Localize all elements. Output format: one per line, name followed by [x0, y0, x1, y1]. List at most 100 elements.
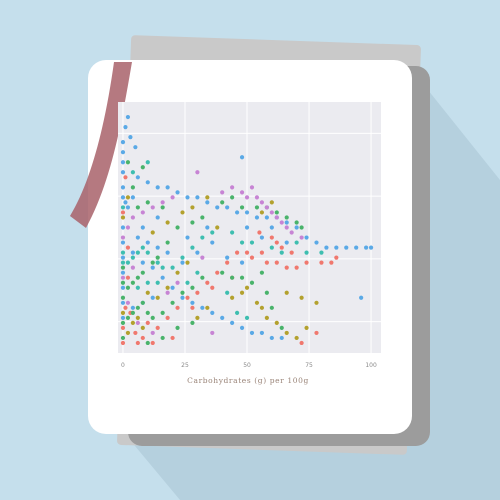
- scatter-point: [264, 205, 269, 210]
- scatter-point: [304, 260, 309, 265]
- scatter-point: [200, 235, 205, 240]
- scatter-point: [145, 340, 150, 346]
- scatter-point: [130, 215, 135, 220]
- scatter-point: [135, 340, 140, 346]
- scatter-point: [120, 320, 126, 325]
- scatter-point: [274, 210, 279, 215]
- scatter-point: [120, 315, 126, 320]
- scatter-point: [205, 200, 210, 205]
- scatter-point: [205, 225, 210, 230]
- scatter-point: [155, 295, 160, 300]
- scatter-point: [304, 325, 309, 330]
- scatter-point: [269, 335, 274, 341]
- scatter-point: [239, 205, 245, 210]
- scatter-point: [135, 235, 140, 240]
- scatter-point: [269, 200, 274, 205]
- scatter-point: [130, 185, 135, 190]
- scatter-point: [130, 265, 135, 270]
- scatter-point: [125, 225, 131, 230]
- scatter-point: [120, 150, 126, 155]
- scatter-point: [155, 245, 160, 250]
- scatter-point: [205, 195, 210, 200]
- scatter-point: [160, 275, 165, 280]
- scatter-point: [135, 320, 140, 325]
- scatter-point: [195, 290, 200, 295]
- scatter-point: [195, 250, 200, 255]
- scatter-point: [279, 220, 284, 225]
- scatter-point: [274, 260, 279, 265]
- scatter-point: [150, 330, 155, 336]
- scatter-point: [264, 315, 269, 320]
- scatter-point: [150, 260, 155, 265]
- scatter-point: [234, 250, 240, 255]
- scatter-point: [274, 240, 279, 245]
- scatter-point: [180, 260, 185, 265]
- scatter-point: [254, 205, 260, 210]
- scatter-point: [140, 300, 145, 305]
- scatter-point: [140, 325, 145, 330]
- scatter-point: [210, 285, 215, 290]
- scatter-point: [230, 230, 235, 235]
- scatter-point: [145, 280, 150, 285]
- scatter-point: [230, 320, 235, 325]
- scatter-point: [269, 235, 274, 240]
- scatter-series-5: [120, 160, 324, 320]
- scatter-point: [319, 260, 324, 265]
- scatter-point: [230, 195, 235, 200]
- scatter-point: [160, 335, 165, 341]
- scatter-point: [140, 165, 145, 170]
- scatter-point: [239, 240, 245, 245]
- scatter-point: [254, 215, 260, 220]
- scatter-point: [135, 250, 140, 255]
- scatter-point: [120, 185, 126, 190]
- scatter-point: [284, 330, 289, 336]
- scatter-point: [135, 175, 140, 180]
- scatter-point: [120, 260, 126, 265]
- scatter-point: [155, 255, 160, 260]
- scatter-point: [120, 215, 126, 220]
- scatter-point: [234, 210, 240, 215]
- scatter-point: [140, 270, 145, 275]
- scatter-point: [185, 235, 190, 240]
- scatter-point: [165, 185, 170, 190]
- scatter-point: [239, 260, 245, 265]
- scatter-point: [130, 170, 135, 175]
- scatter-point: [234, 310, 240, 315]
- scatter-point: [170, 265, 175, 270]
- scatter-point: [120, 210, 126, 215]
- scatter-point: [145, 290, 150, 295]
- scatter-point: [145, 320, 150, 325]
- scatter-point: [160, 265, 165, 270]
- scatter-point: [125, 114, 131, 120]
- scatter-point: [344, 245, 349, 250]
- scatter-point: [185, 295, 190, 300]
- scatter-point: [215, 205, 220, 210]
- scatter-point: [244, 250, 250, 255]
- scatter-point: [135, 305, 140, 310]
- scatter-point: [120, 240, 126, 245]
- scatter-point: [294, 265, 299, 270]
- scatter-point: [125, 160, 131, 165]
- scatter-point: [150, 230, 155, 235]
- scatter-point: [249, 185, 255, 190]
- scatter-series-1: [120, 114, 374, 341]
- x-tick-label: 75: [305, 362, 313, 369]
- scatter-point: [150, 340, 155, 346]
- scatter-point: [239, 325, 245, 330]
- scatter-point: [175, 190, 180, 195]
- scatter-point: [244, 225, 250, 230]
- scatter-point: [259, 200, 265, 205]
- scatter-point: [215, 270, 220, 275]
- scatter-point: [135, 205, 140, 210]
- scatter-point: [125, 245, 131, 250]
- scatter-point: [279, 335, 284, 341]
- scatter-point: [175, 305, 180, 310]
- scatter-point: [294, 225, 299, 230]
- scatter-point: [239, 190, 245, 195]
- scatter-point: [120, 195, 126, 200]
- scatter-point: [230, 275, 235, 280]
- scatter-point: [225, 260, 230, 265]
- scatter-point: [140, 260, 145, 265]
- bookmark-ribbon: [70, 62, 132, 228]
- scatter-point: [249, 240, 255, 245]
